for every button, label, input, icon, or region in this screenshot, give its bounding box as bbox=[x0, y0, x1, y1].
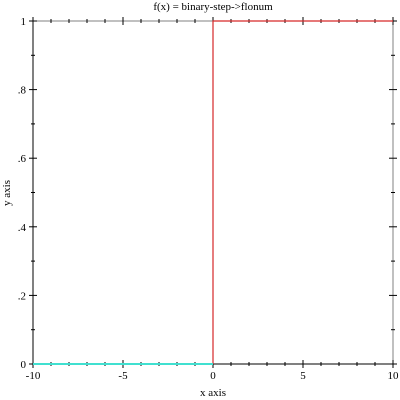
y-tick-label: .4 bbox=[18, 222, 27, 234]
chart-title: f(x) = binary-step->flonum bbox=[153, 1, 273, 13]
x-tick-label: 10 bbox=[388, 370, 400, 382]
x-axis-label: x axis bbox=[200, 387, 226, 399]
y-tick-label: .6 bbox=[18, 153, 27, 165]
x-tick-label: 5 bbox=[300, 370, 306, 382]
y-axis-label: y axis bbox=[1, 180, 13, 206]
x-tick-label: -5 bbox=[118, 370, 128, 382]
x-tick-label: 0 bbox=[210, 370, 216, 382]
tick-labels: -10 -5 0 5 10 0 .2 .4 .6 .8 1 bbox=[18, 16, 399, 382]
data-series bbox=[33, 20, 393, 365]
series-line-step-high bbox=[212, 20, 393, 364]
y-tick-label: .8 bbox=[18, 85, 27, 97]
y-tick-label: .2 bbox=[18, 290, 26, 302]
x-tick-label: -10 bbox=[26, 370, 41, 382]
y-tick-label: 1 bbox=[21, 16, 27, 28]
y-tick-label: 0 bbox=[21, 359, 27, 371]
